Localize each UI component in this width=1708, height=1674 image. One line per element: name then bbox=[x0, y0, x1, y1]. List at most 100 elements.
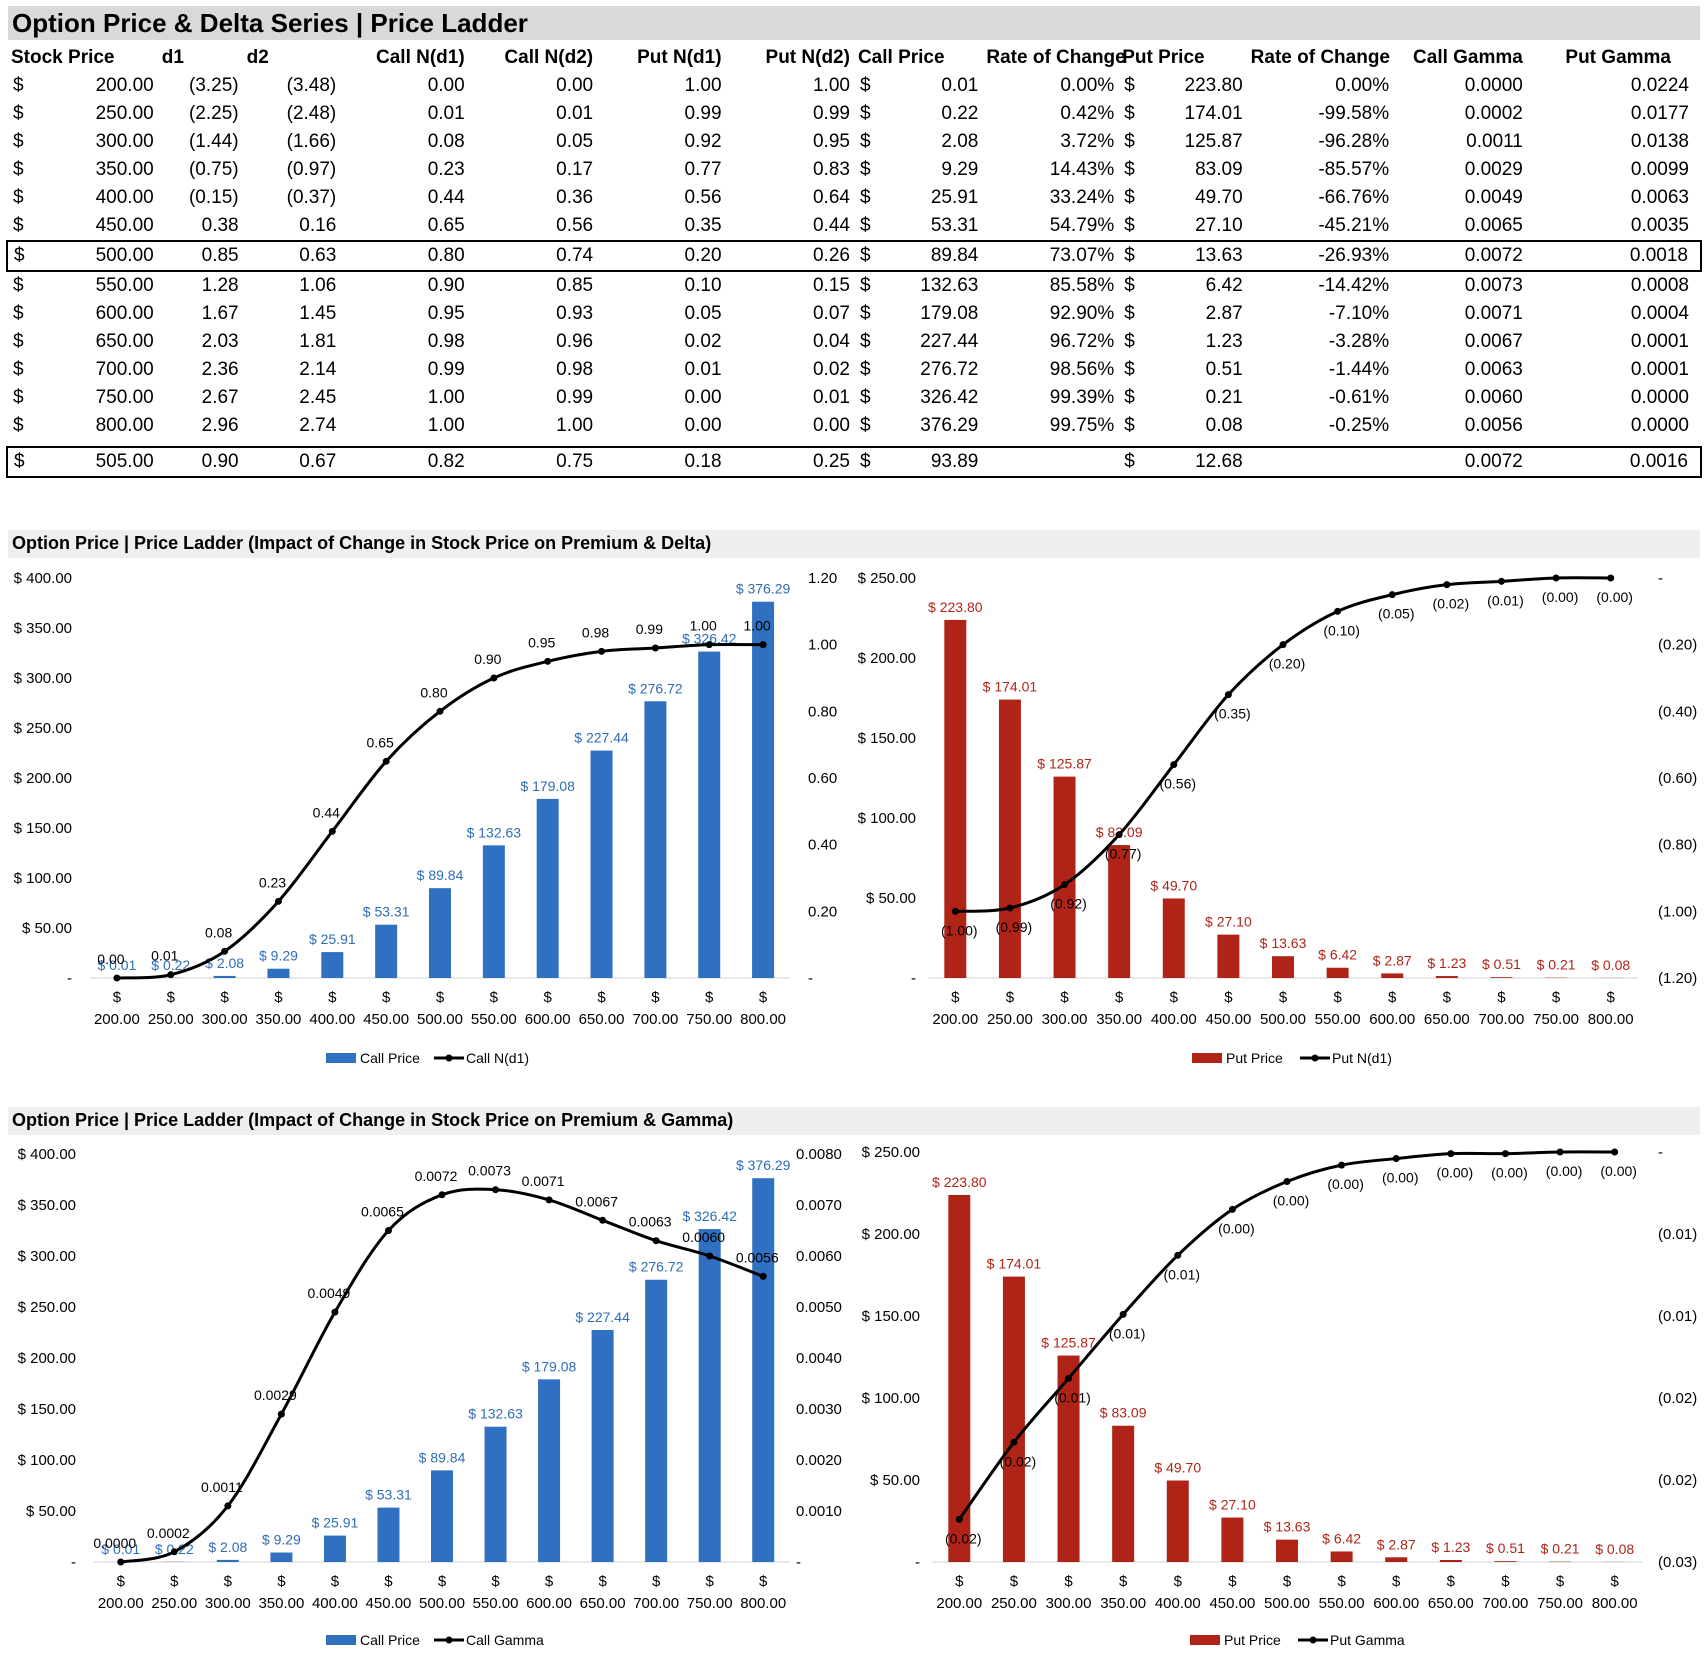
line-data-label: 0.0049 bbox=[308, 1285, 351, 1301]
cell-pg: 0.0035 bbox=[1630, 215, 1689, 236]
cell-croc: 98.56% bbox=[1049, 359, 1115, 380]
line-data-label: 0.0071 bbox=[522, 1173, 565, 1189]
bar bbox=[1112, 1425, 1135, 1562]
category-label: 400.00 bbox=[1151, 1011, 1197, 1028]
line-data-label: 0.01 bbox=[151, 948, 178, 964]
table-row: $505.00 0.90 0.67 0.82 0.75 0.18 0.25 $93.89 $12… bbox=[6, 446, 1703, 478]
category-label: 600.00 bbox=[526, 1595, 572, 1612]
category-currency-label: $ bbox=[1224, 989, 1233, 1006]
currency-symbol: $ bbox=[13, 187, 24, 208]
cell-pn2: 1.00 bbox=[812, 75, 850, 96]
currency-symbol: $ bbox=[13, 275, 24, 296]
currency-symbol: $ bbox=[1124, 215, 1135, 236]
category-label: 700.00 bbox=[632, 1011, 678, 1028]
line-data-label: 0.23 bbox=[259, 874, 286, 890]
cell-cg: 0.0060 bbox=[1464, 387, 1523, 408]
line-data-label: 0.0072 bbox=[415, 1168, 458, 1184]
col-header: Call N(d2) bbox=[504, 47, 594, 68]
category-label: 250.00 bbox=[987, 1011, 1033, 1028]
bar-data-label: $ 174.01 bbox=[987, 1256, 1042, 1272]
category-label: 350.00 bbox=[256, 1011, 302, 1028]
cell-d2: 2.14 bbox=[299, 359, 337, 380]
line-point bbox=[331, 1308, 339, 1316]
currency-symbol: $ bbox=[1124, 451, 1135, 472]
cell-call: $132.63 bbox=[854, 271, 982, 300]
bar bbox=[591, 1330, 614, 1562]
category-currency-label: $ bbox=[438, 1573, 447, 1590]
cell-cn1: 1.00 bbox=[427, 415, 465, 436]
cell-proc: -7.10% bbox=[1328, 303, 1390, 324]
line-point bbox=[1170, 761, 1178, 769]
line-data-label: 0.0073 bbox=[468, 1163, 511, 1179]
bar bbox=[1439, 1559, 1462, 1562]
line-data-label: 0.0002 bbox=[147, 1525, 190, 1541]
line-data-label: (0.00) bbox=[1546, 1163, 1583, 1179]
cell-pn1: 0.05 bbox=[684, 303, 722, 324]
line-point bbox=[1006, 904, 1014, 912]
currency-symbol: $ bbox=[1124, 159, 1135, 180]
left-axis-tick-label: $ 50.00 bbox=[866, 890, 916, 907]
cell-put: $0.08 bbox=[1118, 412, 1246, 440]
bar bbox=[1166, 1480, 1189, 1562]
currency-symbol: $ bbox=[859, 159, 871, 180]
cell-d1: 0.90 bbox=[157, 446, 243, 478]
cell-croc: 99.39% bbox=[1049, 387, 1115, 408]
cell-d2: 1.81 bbox=[299, 331, 337, 352]
cell-pg: 0.0001 bbox=[1630, 331, 1689, 352]
bar bbox=[1381, 973, 1404, 978]
cell-value: 0.51 bbox=[1205, 359, 1243, 380]
line-data-label: (0.00) bbox=[1600, 1163, 1637, 1179]
cell-value: 53.31 bbox=[930, 215, 979, 236]
line-data-label: (0.01) bbox=[1163, 1266, 1200, 1282]
cell-pg: 0.0000 bbox=[1630, 415, 1689, 436]
cell-value: 750.00 bbox=[95, 387, 154, 408]
cell-put: $174.01 bbox=[1118, 100, 1246, 128]
category-currency-label: $ bbox=[328, 989, 337, 1006]
currency-symbol: $ bbox=[13, 103, 24, 124]
line-point bbox=[759, 1272, 767, 1280]
right-axis-tick-label: 0.0060 bbox=[796, 1248, 842, 1265]
line-data-label: (0.00) bbox=[1596, 589, 1633, 605]
cell-value: 2.87 bbox=[1205, 303, 1243, 324]
cell-cn1: 0.44 bbox=[427, 187, 465, 208]
left-axis-tick-label: - bbox=[915, 1554, 920, 1571]
bar bbox=[698, 651, 721, 978]
left-axis-tick-label: $ 50.00 bbox=[870, 1472, 920, 1489]
bar bbox=[1057, 1355, 1080, 1562]
bar-data-label: $ 27.10 bbox=[1205, 914, 1252, 930]
category-currency-label: $ bbox=[436, 989, 445, 1006]
line-point bbox=[705, 641, 713, 649]
left-axis-tick-label: $ 400.00 bbox=[14, 570, 72, 587]
category-currency-label: $ bbox=[1174, 1573, 1183, 1590]
cell-put: $83.09 bbox=[1118, 156, 1246, 184]
currency-symbol: $ bbox=[13, 387, 24, 408]
bar bbox=[538, 1379, 561, 1562]
cell-pg: 0.0000 bbox=[1630, 387, 1689, 408]
line-point bbox=[599, 1216, 607, 1224]
category-label: 550.00 bbox=[1315, 1011, 1361, 1028]
bar-data-label: $ 227.44 bbox=[575, 1309, 630, 1325]
category-currency-label: $ bbox=[113, 989, 122, 1006]
cell-cn2: 0.75 bbox=[468, 446, 598, 478]
cell-cg: 0.0029 bbox=[1464, 159, 1523, 180]
category-label: 500.00 bbox=[417, 1011, 463, 1028]
table-row: $400.00 (0.15) (0.37) 0.44 0.36 0.56 0.64 $25.9… bbox=[7, 184, 1701, 212]
bar-data-label: $ 83.09 bbox=[1100, 1405, 1147, 1421]
table-spacer bbox=[7, 440, 1701, 447]
bar bbox=[1162, 898, 1185, 978]
cell-put: $6.42 bbox=[1118, 271, 1246, 300]
category-currency-label: $ bbox=[1607, 989, 1616, 1006]
cell-croc: 54.79% bbox=[1049, 215, 1115, 236]
currency-symbol: $ bbox=[859, 451, 871, 472]
cell-cn1: 0.01 bbox=[427, 103, 465, 124]
bar bbox=[1217, 934, 1240, 978]
category-label: 450.00 bbox=[366, 1595, 412, 1612]
cell-cn2: 0.99 bbox=[556, 387, 594, 408]
cell-pn1: 0.02 bbox=[684, 331, 722, 352]
table-row: $700.00 2.36 2.14 0.99 0.98 0.01 0.02 $276.72 98… bbox=[7, 356, 1701, 384]
cell-put: $49.70 bbox=[1118, 184, 1246, 212]
line-point bbox=[652, 1237, 660, 1245]
col-header: d1 bbox=[161, 47, 184, 68]
right-axis-tick-label: (0.02) bbox=[1658, 1390, 1697, 1407]
currency-symbol: $ bbox=[1124, 103, 1135, 124]
